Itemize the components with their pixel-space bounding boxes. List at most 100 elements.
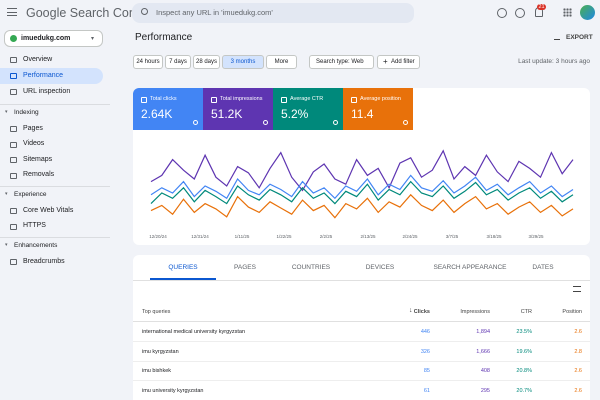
- export-icon: [554, 33, 560, 40]
- metric-cell: 408: [480, 368, 490, 374]
- query-cell[interactable]: international medical university kyrgyzs…: [142, 329, 246, 335]
- tab[interactable]: DATES: [532, 264, 554, 271]
- tab[interactable]: DEVICES: [365, 264, 395, 271]
- tab[interactable]: SEARCH APPEARANCE: [433, 264, 507, 271]
- column-header[interactable]: Top queries: [142, 309, 171, 315]
- metric-cell: 85: [423, 368, 430, 374]
- row-divider: [133, 380, 590, 381]
- performance-chart: 12/20/24 12/31/24 1/11/25 1/22/25 2/2/25 2/13…: [149, 149, 574, 239]
- help-icon: [193, 120, 198, 125]
- series-line: [150, 149, 574, 192]
- nav-item[interactable]: Breadcrumbs: [23, 257, 65, 265]
- sort-arrow: ↓: [409, 307, 413, 314]
- metric-cell: 446: [420, 329, 430, 335]
- metric-cell: 326: [420, 348, 430, 355]
- property-icon: [10, 35, 17, 42]
- metric-value: 51.2K: [211, 107, 243, 121]
- checkbox: [141, 97, 147, 103]
- header-icon[interactable]: [497, 8, 507, 18]
- nav-item[interactable]: URL inspection: [23, 87, 71, 95]
- column-header[interactable]: Impressions: [460, 309, 490, 315]
- date-chip[interactable]: 3 months: [222, 55, 264, 69]
- nav-item[interactable]: Performance: [23, 71, 64, 79]
- date-chip[interactable]: 7 days: [165, 55, 191, 69]
- nav-active-bg: [0, 68, 103, 84]
- tab[interactable]: COUNTRIES: [291, 264, 331, 271]
- metric-name: Average CTR: [290, 96, 324, 102]
- metric-name: Total impressions: [220, 96, 263, 102]
- metric-card[interactable]: Total clicks 2.64K: [133, 88, 203, 130]
- tab[interactable]: QUERIES: [168, 264, 198, 271]
- last-update: Last update: 3 hours ago: [518, 58, 590, 65]
- x-tick-label: 12/20/24: [149, 234, 167, 239]
- search-type-chip[interactable]: Search type: Web: [309, 55, 374, 69]
- query-cell[interactable]: imu kyrgyzstan: [142, 348, 179, 355]
- x-tick-label: 3/18/25: [486, 234, 502, 239]
- section-title[interactable]: Indexing: [14, 108, 39, 116]
- nav-item[interactable]: HTTPS: [23, 222, 46, 229]
- nav-item[interactable]: Core Web Vitals: [23, 206, 74, 214]
- x-tick-label: 2/24/25: [402, 234, 418, 239]
- nav-icon: [10, 223, 17, 230]
- help-icon: [263, 120, 268, 125]
- page-title: Performance: [135, 32, 193, 43]
- export-button[interactable]: EXPORT: [566, 34, 593, 41]
- chip-label: Add filter: [391, 59, 415, 65]
- metric-card[interactable]: Total impressions 51.2K: [203, 88, 273, 130]
- x-tick-label: 2/13/25: [360, 234, 376, 239]
- apps-icon[interactable]: [563, 8, 572, 17]
- checkbox: [211, 97, 217, 103]
- menu-icon[interactable]: [7, 8, 17, 16]
- tab[interactable]: PAGES: [234, 264, 256, 271]
- nav-item[interactable]: Videos: [23, 140, 45, 147]
- column-header[interactable]: CTR: [520, 309, 532, 315]
- property-selector[interactable]: imuedukg.com ▾: [4, 30, 103, 47]
- series-line: [150, 180, 574, 205]
- nav-item[interactable]: Pages: [23, 124, 43, 132]
- nav-icon: [10, 157, 17, 163]
- nav-icon: [10, 172, 17, 179]
- header-divider: [133, 321, 590, 322]
- nav-item[interactable]: Removals: [23, 171, 55, 178]
- date-chip[interactable]: More: [266, 55, 297, 69]
- filter-icon[interactable]: [573, 286, 581, 292]
- search-icon: [141, 8, 148, 15]
- section-title[interactable]: Enhancements: [14, 241, 58, 249]
- date-chip[interactable]: 28 days: [193, 55, 220, 69]
- nav-item[interactable]: Sitemaps: [23, 155, 53, 163]
- x-tick-label: 1/22/25: [276, 234, 292, 239]
- checkbox: [281, 97, 287, 103]
- metric-value: 2.64K: [141, 107, 173, 121]
- nav-icon: [10, 126, 17, 132]
- date-chip[interactable]: 24 hours: [133, 55, 163, 69]
- menu-icon-mid: [7, 11, 17, 13]
- metric-card[interactable]: Average position 11.4: [343, 88, 413, 130]
- nav-item[interactable]: Overview: [23, 55, 53, 63]
- series-line: [150, 174, 574, 200]
- x-tick-label: 3/7/25: [446, 234, 459, 239]
- metric-cell: 61: [423, 387, 430, 394]
- dropdown-arrow: ▾: [91, 36, 95, 42]
- chip-label: 7 days: [169, 59, 187, 65]
- query-cell[interactable]: imu university kyrgyzstan: [142, 387, 204, 394]
- metric-value: 5.2%: [281, 107, 309, 121]
- metric-cell: 1,666: [476, 348, 490, 355]
- tab-underline: [150, 278, 216, 280]
- row-divider: [133, 341, 590, 342]
- section-title[interactable]: Experience: [14, 190, 47, 198]
- x-tick-label: 3/29/25: [528, 234, 544, 239]
- chip-label: 3 months: [230, 59, 256, 65]
- header-icon[interactable]: [515, 8, 525, 18]
- chip-label: More: [274, 59, 289, 65]
- plus-icon: +: [383, 57, 388, 66]
- search-bar[interactable]: Inspect any URL in 'imuedukg.com': [132, 3, 414, 23]
- metric-card[interactable]: Average CTR 5.2%: [273, 88, 343, 130]
- column-header[interactable]: Clicks: [413, 309, 430, 315]
- column-header[interactable]: Position: [562, 309, 582, 315]
- avatar[interactable]: [580, 5, 595, 20]
- row-divider: [133, 360, 590, 362]
- query-cell[interactable]: imu bishkek: [142, 368, 172, 374]
- tab-divider: [133, 280, 590, 281]
- nav-icon: [10, 141, 17, 148]
- add-filter-chip[interactable]: Add filter +: [377, 55, 420, 69]
